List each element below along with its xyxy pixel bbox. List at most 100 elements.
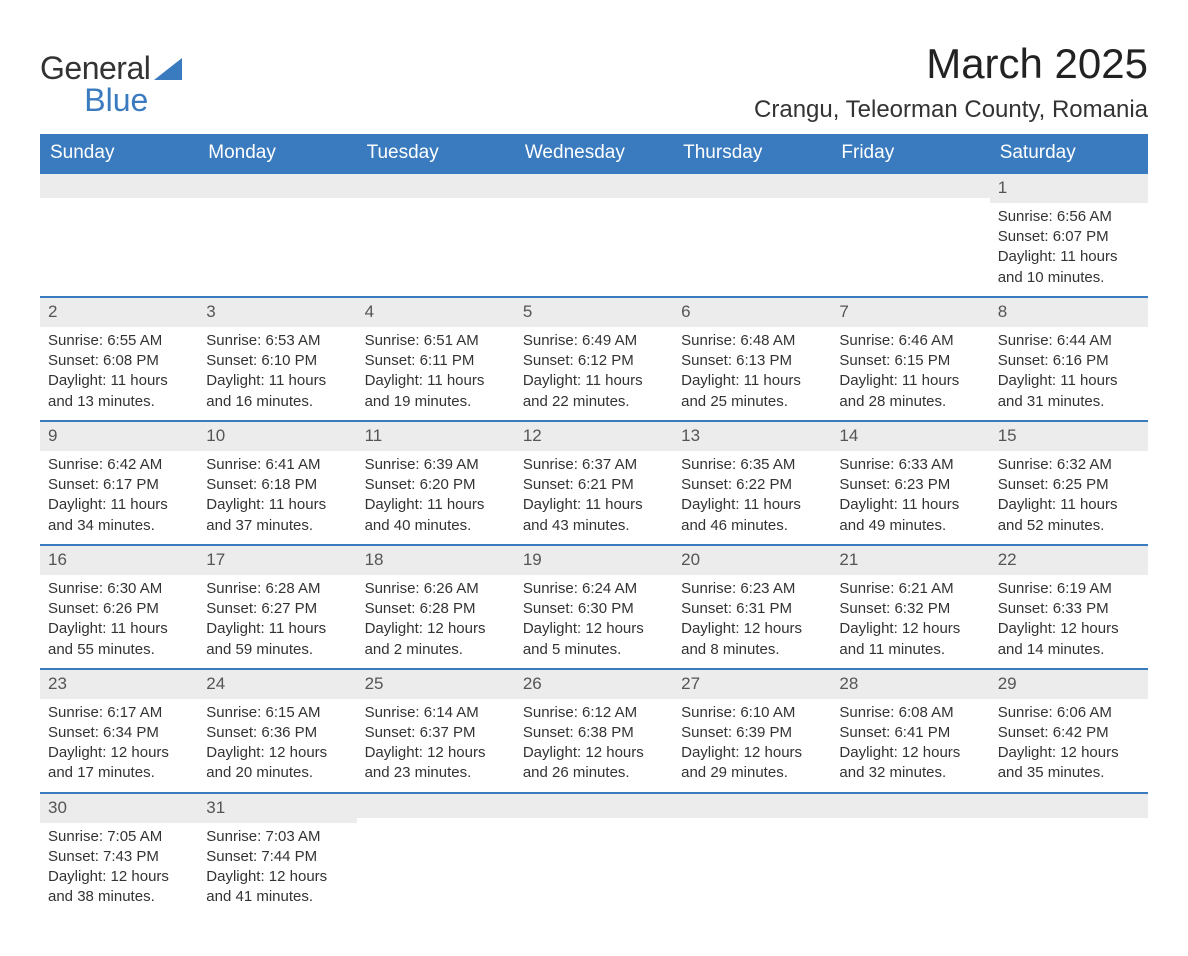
daylight-line2: and 35 minutes.	[998, 763, 1140, 783]
day-body	[40, 198, 198, 268]
sunset-text: Sunset: 7:44 PM	[206, 847, 348, 867]
sunset-text: Sunset: 6:36 PM	[206, 723, 348, 743]
weekday-header: Tuesday	[357, 134, 515, 172]
daylight-line2: and 26 minutes.	[523, 763, 665, 783]
day-cell: 4Sunrise: 6:51 AMSunset: 6:11 PMDaylight…	[357, 296, 515, 420]
sunrise-text: Sunrise: 6:17 AM	[48, 703, 190, 723]
daylight-line2: and 2 minutes.	[365, 640, 507, 660]
day-body: Sunrise: 6:39 AMSunset: 6:20 PMDaylight:…	[357, 451, 515, 544]
daylight-line2: and 43 minutes.	[523, 516, 665, 536]
day-body: Sunrise: 7:05 AMSunset: 7:43 PMDaylight:…	[40, 823, 198, 916]
day-body	[357, 198, 515, 268]
daylight-line1: Daylight: 11 hours	[839, 371, 981, 391]
day-body: Sunrise: 6:08 AMSunset: 6:41 PMDaylight:…	[831, 699, 989, 792]
sunset-text: Sunset: 6:13 PM	[681, 351, 823, 371]
daylight-line1: Daylight: 12 hours	[839, 743, 981, 763]
daylight-line1: Daylight: 12 hours	[365, 619, 507, 639]
daylight-line1: Daylight: 12 hours	[365, 743, 507, 763]
empty-day-cell	[515, 792, 673, 916]
day-body: Sunrise: 6:19 AMSunset: 6:33 PMDaylight:…	[990, 575, 1148, 668]
daylight-line2: and 34 minutes.	[48, 516, 190, 536]
daylight-line2: and 25 minutes.	[681, 392, 823, 412]
day-number-bar	[198, 172, 356, 198]
day-body	[831, 818, 989, 888]
weekday-header: Wednesday	[515, 134, 673, 172]
logo-triangle-icon	[154, 58, 182, 80]
location-label: Crangu, Teleorman County, Romania	[754, 96, 1148, 124]
empty-day-cell	[40, 172, 198, 296]
day-body: Sunrise: 6:37 AMSunset: 6:21 PMDaylight:…	[515, 451, 673, 544]
daylight-line2: and 11 minutes.	[839, 640, 981, 660]
daylight-line1: Daylight: 11 hours	[681, 371, 823, 391]
day-number-bar	[990, 792, 1148, 818]
sunrise-text: Sunrise: 6:37 AM	[523, 455, 665, 475]
daylight-line1: Daylight: 12 hours	[681, 743, 823, 763]
sunset-text: Sunset: 6:23 PM	[839, 475, 981, 495]
day-cell: 1Sunrise: 6:56 AMSunset: 6:07 PMDaylight…	[990, 172, 1148, 296]
daylight-line1: Daylight: 11 hours	[998, 247, 1140, 267]
day-body: Sunrise: 6:48 AMSunset: 6:13 PMDaylight:…	[673, 327, 831, 420]
day-cell: 24Sunrise: 6:15 AMSunset: 6:36 PMDayligh…	[198, 668, 356, 792]
daylight-line2: and 59 minutes.	[206, 640, 348, 660]
day-number-bar: 26	[515, 668, 673, 699]
daylight-line1: Daylight: 11 hours	[206, 371, 348, 391]
day-number-bar: 30	[40, 792, 198, 823]
day-body: Sunrise: 6:51 AMSunset: 6:11 PMDaylight:…	[357, 327, 515, 420]
daylight-line1: Daylight: 11 hours	[365, 371, 507, 391]
day-number-bar	[40, 172, 198, 198]
sunset-text: Sunset: 6:07 PM	[998, 227, 1140, 247]
daylight-line1: Daylight: 11 hours	[523, 495, 665, 515]
day-number-bar: 22	[990, 544, 1148, 575]
sunrise-text: Sunrise: 6:12 AM	[523, 703, 665, 723]
day-cell: 12Sunrise: 6:37 AMSunset: 6:21 PMDayligh…	[515, 420, 673, 544]
empty-day-cell	[673, 172, 831, 296]
day-number-bar: 13	[673, 420, 831, 451]
day-number-bar: 23	[40, 668, 198, 699]
sunset-text: Sunset: 6:30 PM	[523, 599, 665, 619]
sunrise-text: Sunrise: 6:49 AM	[523, 331, 665, 351]
day-number-bar: 16	[40, 544, 198, 575]
daylight-line1: Daylight: 12 hours	[681, 619, 823, 639]
sunrise-text: Sunrise: 6:19 AM	[998, 579, 1140, 599]
sunset-text: Sunset: 6:27 PM	[206, 599, 348, 619]
day-body: Sunrise: 6:30 AMSunset: 6:26 PMDaylight:…	[40, 575, 198, 668]
daylight-line2: and 46 minutes.	[681, 516, 823, 536]
day-cell: 5Sunrise: 6:49 AMSunset: 6:12 PMDaylight…	[515, 296, 673, 420]
day-number-bar: 9	[40, 420, 198, 451]
daylight-line2: and 37 minutes.	[206, 516, 348, 536]
day-body	[673, 818, 831, 888]
day-number-bar: 7	[831, 296, 989, 327]
daylight-line1: Daylight: 11 hours	[839, 495, 981, 515]
calendar-week: 9Sunrise: 6:42 AMSunset: 6:17 PMDaylight…	[40, 420, 1148, 544]
day-cell: 29Sunrise: 6:06 AMSunset: 6:42 PMDayligh…	[990, 668, 1148, 792]
day-number-bar: 14	[831, 420, 989, 451]
weekday-header: Sunday	[40, 134, 198, 172]
daylight-line2: and 23 minutes.	[365, 763, 507, 783]
day-cell: 3Sunrise: 6:53 AMSunset: 6:10 PMDaylight…	[198, 296, 356, 420]
sunrise-text: Sunrise: 6:15 AM	[206, 703, 348, 723]
sunset-text: Sunset: 6:38 PM	[523, 723, 665, 743]
day-cell: 28Sunrise: 6:08 AMSunset: 6:41 PMDayligh…	[831, 668, 989, 792]
day-number-bar: 2	[40, 296, 198, 327]
day-number-bar	[831, 792, 989, 818]
day-cell: 14Sunrise: 6:33 AMSunset: 6:23 PMDayligh…	[831, 420, 989, 544]
daylight-line1: Daylight: 11 hours	[48, 495, 190, 515]
daylight-line2: and 19 minutes.	[365, 392, 507, 412]
day-cell: 19Sunrise: 6:24 AMSunset: 6:30 PMDayligh…	[515, 544, 673, 668]
day-cell: 30Sunrise: 7:05 AMSunset: 7:43 PMDayligh…	[40, 792, 198, 916]
daylight-line1: Daylight: 11 hours	[523, 371, 665, 391]
daylight-line1: Daylight: 12 hours	[523, 743, 665, 763]
day-number-bar: 17	[198, 544, 356, 575]
sunset-text: Sunset: 6:20 PM	[365, 475, 507, 495]
day-body: Sunrise: 6:26 AMSunset: 6:28 PMDaylight:…	[357, 575, 515, 668]
day-body	[990, 818, 1148, 888]
sunrise-text: Sunrise: 6:14 AM	[365, 703, 507, 723]
daylight-line1: Daylight: 11 hours	[206, 619, 348, 639]
daylight-line1: Daylight: 12 hours	[523, 619, 665, 639]
day-cell: 18Sunrise: 6:26 AMSunset: 6:28 PMDayligh…	[357, 544, 515, 668]
sunrise-text: Sunrise: 7:05 AM	[48, 827, 190, 847]
day-body: Sunrise: 6:14 AMSunset: 6:37 PMDaylight:…	[357, 699, 515, 792]
daylight-line2: and 40 minutes.	[365, 516, 507, 536]
day-cell: 27Sunrise: 6:10 AMSunset: 6:39 PMDayligh…	[673, 668, 831, 792]
empty-day-cell	[990, 792, 1148, 916]
